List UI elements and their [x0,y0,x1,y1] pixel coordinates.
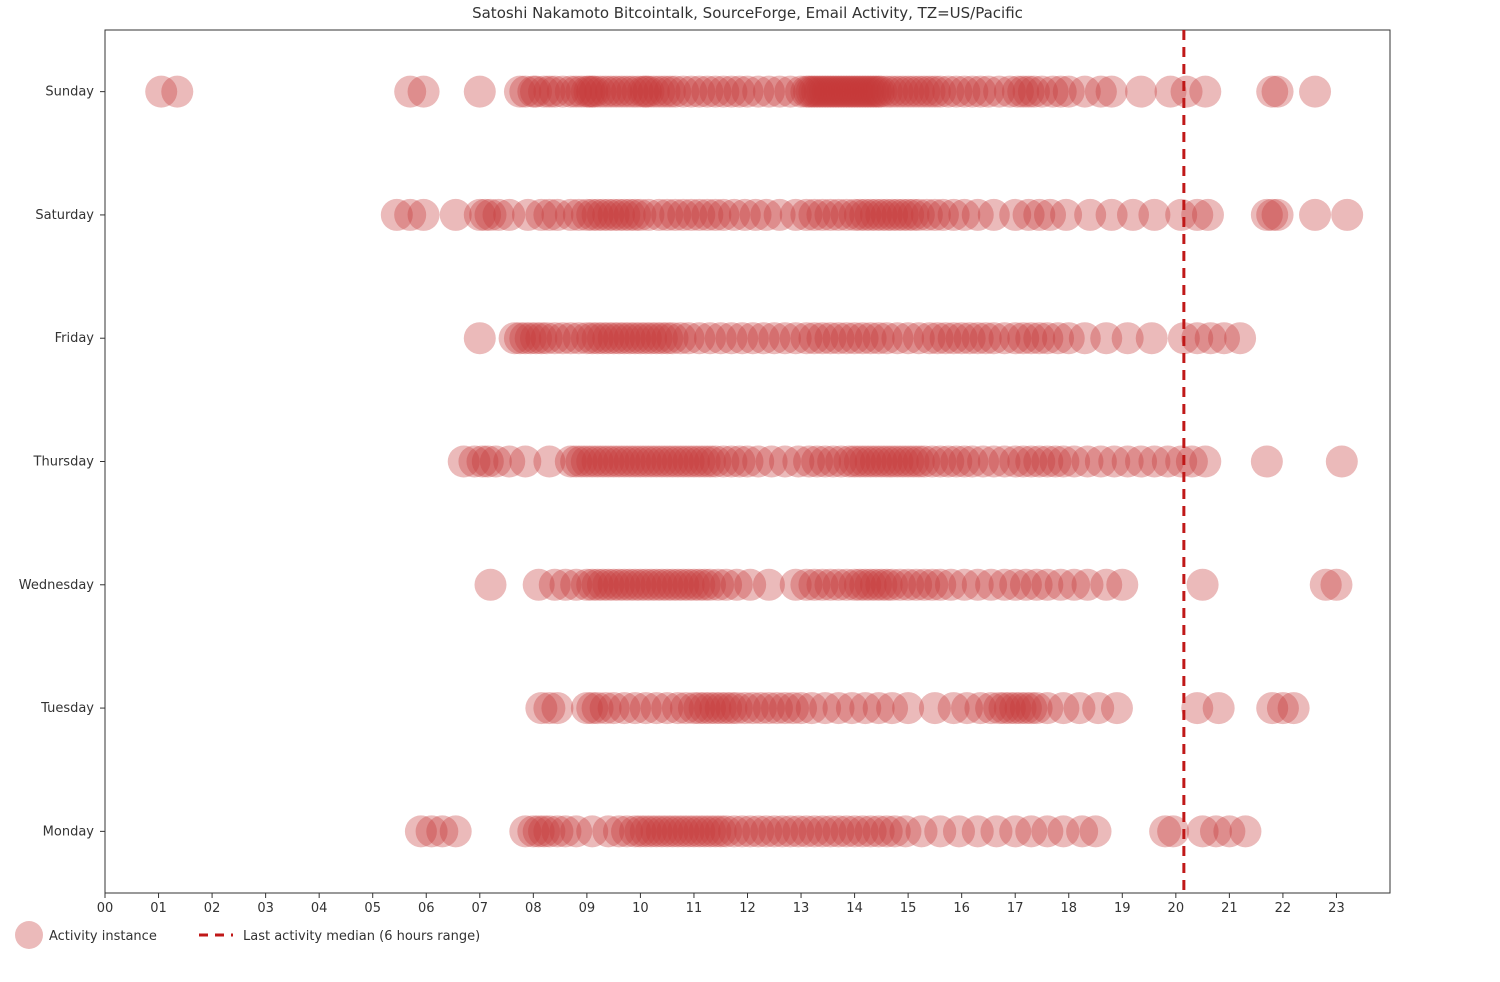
x-tick-label: 03 [257,901,274,916]
x-tick-label: 18 [1060,901,1077,916]
activity-point [541,692,573,724]
activity-point [1096,76,1128,108]
x-tick-label: 20 [1168,901,1185,916]
x-tick-label: 19 [1114,901,1131,916]
y-tick-label: Saturday [35,208,94,223]
activity-point [1299,199,1331,231]
activity-point [1101,692,1133,724]
x-tick-label: 12 [739,901,756,916]
activity-point [1189,76,1221,108]
activity-point [1251,446,1283,478]
activity-point [475,569,507,601]
x-tick-label: 21 [1221,901,1238,916]
x-tick-label: 11 [686,901,703,916]
x-tick-label: 01 [150,901,167,916]
x-tick-label: 22 [1275,901,1292,916]
activity-point [1080,815,1112,847]
activity-point [1224,322,1256,354]
x-tick-label: 09 [579,901,596,916]
activity-strip-chart: Satoshi Nakamoto Bitcointalk, SourceForg… [0,0,1500,982]
x-tick-label: 02 [204,901,221,916]
x-tick-label: 04 [311,901,328,916]
activity-point [464,322,496,354]
y-tick-label: Monday [43,824,95,839]
legend-label-median: Last activity median (6 hours range) [243,929,480,944]
x-tick-label: 17 [1007,901,1024,916]
activity-point [464,76,496,108]
y-tick-label: Wednesday [19,578,95,593]
activity-point [1125,76,1157,108]
x-tick-label: 08 [525,901,542,916]
y-tick-label: Tuesday [40,701,94,716]
activity-point [1299,76,1331,108]
x-tick-label: 07 [472,901,489,916]
activity-point [440,815,472,847]
activity-point [1229,815,1261,847]
x-tick-label: 16 [953,901,970,916]
activity-point [1326,446,1358,478]
x-tick-label: 14 [846,901,863,916]
legend-label-activity: Activity instance [49,929,157,944]
activity-point [161,76,193,108]
activity-point [1106,569,1138,601]
x-tick-label: 15 [900,901,917,916]
activity-point [1262,76,1294,108]
activity-point [1136,322,1168,354]
y-tick-label: Friday [55,331,95,346]
x-tick-label: 10 [632,901,649,916]
y-tick-label: Thursday [33,455,95,470]
activity-point [1192,199,1224,231]
x-tick-label: 00 [97,901,114,916]
x-tick-label: 13 [793,901,810,916]
x-tick-label: 06 [418,901,435,916]
activity-point [408,76,440,108]
x-tick-label: 05 [364,901,381,916]
activity-point [408,199,440,231]
chart-title: Satoshi Nakamoto Bitcointalk, SourceForg… [472,4,1023,22]
activity-point [1331,199,1363,231]
activity-point [1278,692,1310,724]
activity-point [1187,569,1219,601]
legend-marker-swatch [15,921,43,949]
activity-point [1262,199,1294,231]
x-tick-label: 23 [1328,901,1345,916]
activity-point [1203,692,1235,724]
activity-point [1189,446,1221,478]
chart-container: Satoshi Nakamoto Bitcointalk, SourceForg… [0,0,1500,982]
y-tick-label: Sunday [45,85,94,100]
activity-point [1320,569,1352,601]
